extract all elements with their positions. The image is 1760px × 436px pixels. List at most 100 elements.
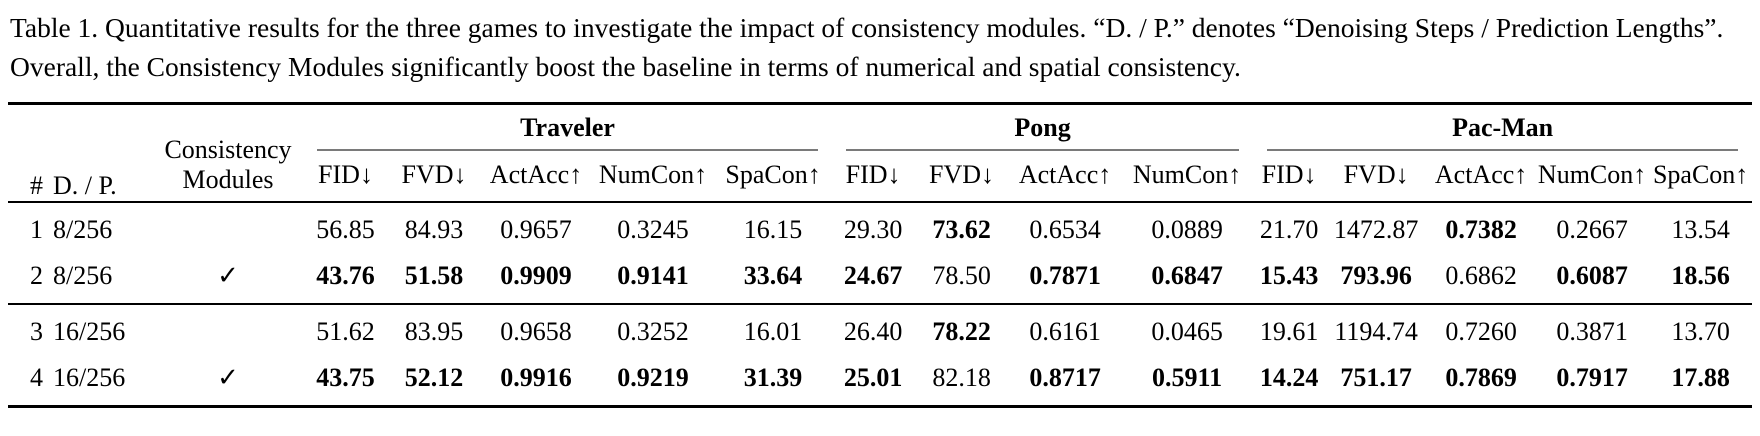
metric-header-numcon: NumCon↑ (1535, 151, 1650, 204)
group-label-pong: Pong (1014, 113, 1071, 143)
metric-value: 33.64 (743, 261, 803, 291)
metric-header-fid: FID↓ (1253, 151, 1326, 204)
metric-value: 21.70 (1259, 215, 1319, 245)
metric-value: 0.7917 (1556, 363, 1628, 393)
metric-value: 0.6847 (1151, 261, 1223, 291)
metric-value: 1194.74 (1325, 303, 1428, 356)
row-number: 4 (30, 363, 43, 393)
metric-value: 82.18 (932, 363, 991, 393)
metric-value: 0.6161 (1009, 303, 1122, 356)
col-header-dp: D. / P. (53, 103, 153, 204)
metric-value: 15.43 (1259, 261, 1319, 291)
metric-header-fvd: FVD↓ (1325, 151, 1428, 204)
metric-value: 0.9141 (617, 261, 689, 291)
group-header-pacman: Pac-Man (1253, 104, 1752, 152)
group-header-traveler: Traveler (303, 104, 832, 152)
dp-value: 16/256 (53, 363, 126, 393)
metric-value: 25.01 (843, 363, 903, 393)
metric-value: 51.58 (404, 261, 464, 291)
results-table-body: 1 8/256 56.85 84.93 0.9657 0.3245 16.15 29.30 73… (8, 202, 1753, 407)
header-metric-row: FID↓ FVD↓ ActAcc↑ NumCon↑ SpaCon↑ FID↓ F… (8, 151, 1753, 204)
table-row: 3 16/256 51.62 83.95 0.9658 0.3252 16.01 26.40 7… (8, 303, 1753, 356)
row-number: 3 (8, 303, 53, 356)
metric-value: 0.2667 (1556, 215, 1628, 245)
metric-value: 16.15 (743, 215, 803, 245)
metric-value: 83.95 (388, 303, 480, 356)
metric-header-numcon: NumCon↑ (592, 151, 714, 204)
metric-value: 0.9219 (617, 363, 689, 393)
metric-value: 16.01 (714, 303, 833, 356)
group-header-pong: Pong (832, 104, 1253, 152)
metric-value: 0.9657 (500, 215, 572, 245)
dp-value: 16/256 (53, 303, 153, 356)
metric-value: 751.17 (1340, 363, 1412, 393)
table-row: 1 8/256 56.85 84.93 0.9657 0.3245 16.15 29.30 73… (8, 202, 1752, 253)
metric-header-spacon: SpaCon↑ (1649, 151, 1753, 204)
metric-header-spacon: SpaCon↑ (714, 151, 833, 204)
metric-value: 0.3871 (1535, 303, 1650, 356)
metric-value: 793.96 (1340, 261, 1412, 291)
metric-value: 24.67 (843, 261, 903, 291)
metric-value: 78.50 (932, 261, 991, 291)
metric-value: 0.7382 (1445, 215, 1517, 245)
metric-value: 13.54 (1671, 215, 1730, 245)
metric-header-fvd: FVD↓ (388, 151, 480, 204)
metric-value: 0.8717 (1029, 363, 1101, 393)
metric-value: 0.9909 (500, 261, 572, 291)
metric-value: 78.22 (914, 303, 1010, 356)
metric-value: 0.7871 (1029, 261, 1101, 291)
metric-value: 56.85 (316, 215, 375, 245)
row-number: 2 (30, 261, 43, 291)
metric-value: 84.93 (404, 215, 464, 245)
col-header-num: # (8, 103, 53, 204)
dp-value: 8/256 (53, 215, 113, 245)
metric-value: 73.62 (932, 215, 991, 245)
col-header-consistency-modules: Consistency Modules (153, 103, 303, 204)
group-rule: Pong (846, 113, 1240, 152)
consistency-check (153, 303, 303, 356)
metric-value: 0.3245 (617, 215, 689, 245)
table-caption: Table 1. Quantitative results for the th… (10, 12, 1724, 83)
metric-value: 0.3252 (592, 303, 714, 356)
group-rule: Pac-Man (1267, 113, 1739, 152)
metric-header-actacc: ActAcc↑ (480, 151, 592, 204)
metric-value: 52.12 (404, 363, 464, 393)
metric-value: 31.39 (743, 363, 803, 393)
metric-value: 0.9916 (500, 363, 572, 393)
metric-value: 1472.87 (1333, 215, 1419, 245)
metric-value: 19.61 (1253, 303, 1326, 356)
metric-value: 0.7260 (1427, 303, 1536, 356)
table-row: 4 16/256 ✓ 43.75 52.12 0.9916 0.9219 31.39 25.01… (8, 355, 1752, 407)
metric-value: 0.6087 (1556, 261, 1628, 291)
metric-value: 29.30 (843, 215, 903, 245)
dp-value: 8/256 (53, 261, 113, 291)
metric-header-fid: FID↓ (832, 151, 915, 204)
metric-value: 13.70 (1649, 303, 1753, 356)
metric-value: 14.24 (1259, 363, 1319, 393)
consistency-check (153, 202, 303, 253)
group-label-pacman: Pac-Man (1452, 113, 1554, 143)
results-table: # D. / P. Consistency Modules Traveler P… (8, 102, 1753, 409)
metric-header-numcon: NumCon↑ (1121, 151, 1254, 204)
metric-value: 26.40 (832, 303, 915, 356)
metric-value: 0.7869 (1445, 363, 1517, 393)
metric-value: 51.62 (303, 303, 388, 356)
metric-value: 0.6534 (1029, 215, 1101, 245)
metric-value: 0.5911 (1152, 363, 1223, 393)
metric-value: 0.0465 (1121, 303, 1254, 356)
header-group-row: # D. / P. Consistency Modules Traveler P… (8, 103, 1752, 204)
table-row: 2 8/256 ✓ 43.76 51.58 0.9909 0.9141 33.64 24.67 7… (8, 253, 1752, 304)
metric-value: 0.9658 (480, 303, 592, 356)
row-number: 1 (30, 215, 43, 245)
metric-value: 0.0889 (1151, 215, 1223, 245)
metric-header-actacc: ActAcc↑ (1427, 151, 1536, 204)
metric-value: 17.88 (1671, 363, 1730, 393)
group-rule: Traveler (317, 113, 819, 152)
group-label-traveler: Traveler (520, 113, 615, 143)
metric-value: 18.56 (1671, 261, 1730, 291)
metric-header-actacc: ActAcc↑ (1009, 151, 1122, 204)
metric-value: 0.6862 (1445, 261, 1517, 291)
metric-header-fid: FID↓ (303, 151, 388, 204)
metric-header-fvd: FVD↓ (914, 151, 1010, 204)
